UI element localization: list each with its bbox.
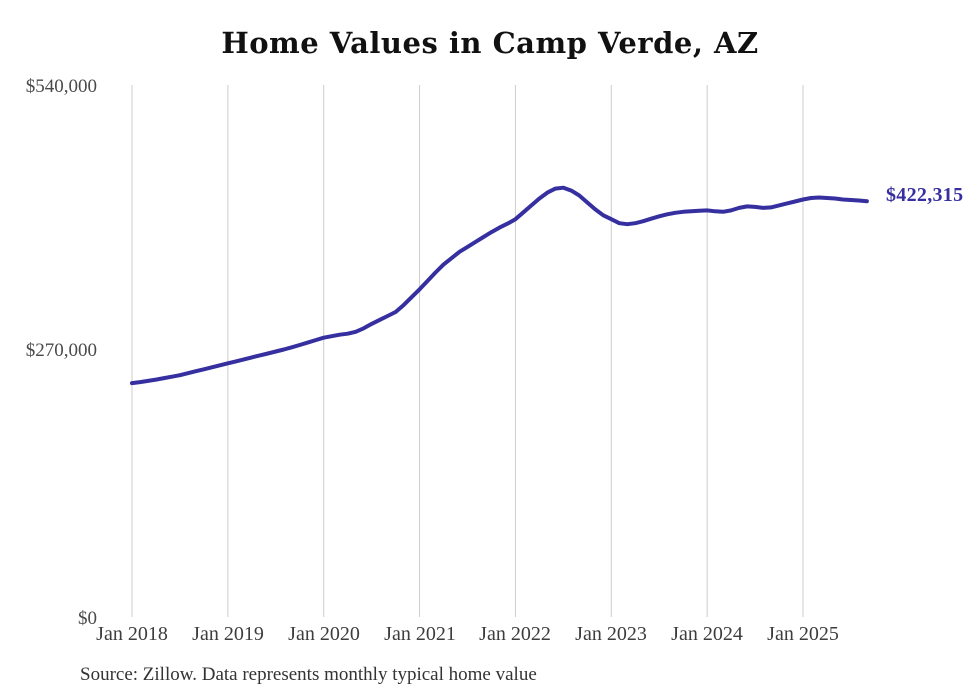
x-axis-tick-jan-2020: Jan 2020 — [288, 623, 360, 645]
x-axis-tick-jan-2019: Jan 2019 — [192, 623, 264, 645]
x-axis-tick-jan-2023: Jan 2023 — [575, 623, 647, 645]
home-value-line — [130, 185, 869, 386]
y-axis-tick-0: $0 — [78, 608, 97, 629]
x-axis-tick-jan-2021: Jan 2021 — [384, 623, 456, 645]
x-axis-tick-jan-2018: Jan 2018 — [96, 623, 168, 645]
x-axis-tick-jan-2025: Jan 2025 — [767, 623, 839, 645]
y-axis-tick-270000: $270,000 — [25, 340, 97, 361]
x-axis-tick-jan-2024: Jan 2024 — [671, 623, 743, 645]
x-axis-tick-jan-2022: Jan 2022 — [479, 623, 551, 645]
latest-value-label: $422,315 — [886, 184, 964, 206]
source-note: Source: Zillow. Data represents monthly … — [80, 664, 537, 685]
y-axis-tick-540000: $540,000 — [25, 76, 97, 97]
chart-title: Home Values in Camp Verde, AZ — [221, 26, 759, 60]
